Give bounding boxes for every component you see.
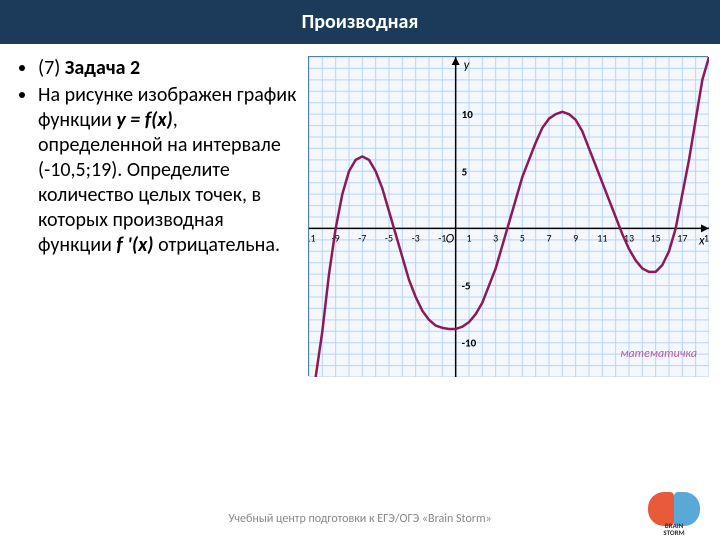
- body-post: отрицательна.: [154, 233, 280, 257]
- page-header: Производная: [0, 0, 720, 44]
- svg-text:19: 19: [704, 231, 709, 244]
- body-eq1: y = f: [116, 108, 151, 132]
- svg-text:-7: -7: [358, 231, 366, 244]
- task-label: Задача 2: [65, 56, 140, 80]
- task-number: (7): [38, 56, 65, 80]
- svg-text:-3: -3: [412, 231, 420, 244]
- svg-text:y: y: [464, 58, 471, 73]
- task-text-column: (7) Задача 2 На рисунке изображен график…: [18, 56, 298, 376]
- svg-text:-11: -11: [309, 231, 316, 244]
- svg-text:-10: -10: [462, 337, 477, 350]
- footer-text: Учебный центр подготовки к ЕГЭ/ОГЭ «Brai…: [0, 512, 720, 526]
- body-eq4: (x): [132, 233, 154, 257]
- svg-text:11: 11: [597, 231, 607, 244]
- task-body-line: На рисунке изображен график функции y = …: [38, 83, 298, 258]
- svg-text:17: 17: [677, 231, 687, 244]
- content-row: (7) Задача 2 На рисунке изображен график…: [0, 44, 720, 376]
- svg-text:-5: -5: [462, 280, 471, 293]
- body-eq3: f ': [116, 233, 132, 257]
- svg-text:5: 5: [462, 165, 468, 178]
- svg-text:9: 9: [573, 231, 578, 244]
- svg-text:-5: -5: [385, 231, 393, 244]
- header-title: Производная: [302, 10, 419, 34]
- svg-text:7: 7: [546, 231, 551, 244]
- bullet-list: (7) Задача 2 На рисунке изображен график…: [18, 56, 298, 258]
- svg-text:O: O: [446, 231, 455, 246]
- svg-text:3: 3: [493, 231, 498, 244]
- function-chart: -11-9-7-5-3-1135791113151719-10-5510Oxyм…: [308, 56, 708, 376]
- svg-text:1: 1: [466, 231, 471, 244]
- chart-column: -11-9-7-5-3-1135791113151719-10-5510Oxyм…: [308, 56, 708, 376]
- logo-text: BRAIN STORM: [663, 522, 684, 536]
- svg-text:математичка: математичка: [620, 347, 697, 361]
- svg-text:5: 5: [520, 231, 525, 244]
- svg-text:x: x: [698, 233, 705, 248]
- svg-text:15: 15: [651, 231, 661, 244]
- brainstorm-logo: BRAIN STORM: [644, 484, 704, 534]
- logo-line2: STORM: [663, 528, 684, 537]
- body-eq2: (x): [151, 108, 173, 132]
- task-title-line: (7) Задача 2: [38, 56, 298, 81]
- svg-text:10: 10: [462, 108, 474, 121]
